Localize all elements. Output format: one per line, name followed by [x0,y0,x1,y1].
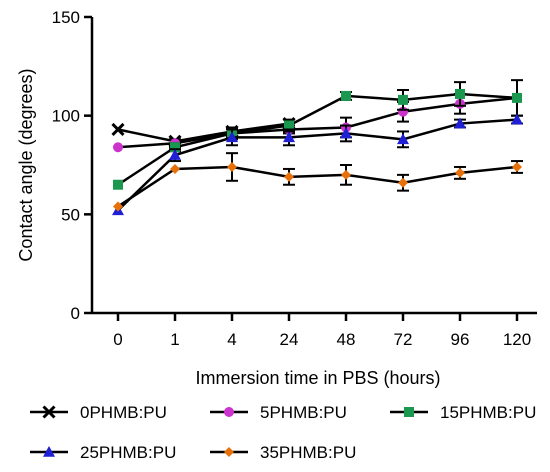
legend: 0PHMB:PU 5PHMB:PU 15PHMB:PU 25PHMB:PU 35PHMB… [30,403,536,462]
data-point [284,120,294,131]
legend-label: 35PHMB:PU [260,443,356,462]
axes [90,17,537,315]
data-point [512,161,522,172]
data-point [283,131,295,143]
x-axis-title: Immersion time in PBS (hours) [195,368,440,388]
data-point [284,171,294,182]
y-axis-title: Contact angle (degrees) [16,68,36,261]
data-point [454,117,466,129]
legend-marker [43,446,55,457]
x-tick-label: 96 [451,330,470,349]
legend-item: 0PHMB:PU [30,403,167,422]
series-line [117,122,290,143]
series-line [117,165,518,208]
data-point [455,88,465,99]
series-line [117,96,518,149]
series-line [117,118,518,212]
x-tick-label: 72 [394,330,413,349]
x-tick-label: 120 [503,330,531,349]
data-point [169,149,181,160]
data-point [170,142,180,153]
series-25phmb-pu [112,113,523,216]
legend-label: 15PHMB:PU [440,403,536,422]
data-point [341,90,351,101]
data-point [398,177,408,188]
data-point [113,179,123,190]
y-tick-label: 0 [71,304,80,323]
legend-item: 35PHMB:PU [210,443,356,462]
data-point [341,169,351,180]
legend-label: 5PHMB:PU [260,403,347,422]
y-tick-label: 50 [61,205,80,224]
data-point [227,161,237,172]
legend-marker [404,407,414,417]
x-tick-label: 4 [227,330,236,349]
legend-marker [224,447,234,457]
data-point [340,127,352,139]
series-35phmb-pu [113,152,523,212]
legend-marker [42,405,56,419]
legend-label: 25PHMB:PU [80,443,176,462]
data-point [512,92,522,103]
data-point [113,201,123,212]
data-point [455,167,465,178]
y-tick-label: 100 [52,107,80,126]
legend-item: 15PHMB:PU [390,403,536,422]
x-tick-label: 24 [280,330,299,349]
data-point [226,131,238,143]
data-point [111,122,125,137]
legend-marker [224,407,234,417]
legend-item: 5PHMB:PU [210,403,347,422]
data-point [511,113,523,125]
legend-label: 0PHMB:PU [80,403,167,422]
series-group [111,79,523,216]
data-point [113,142,123,153]
x-ticks: 0 1 4 24 48 72 96 120 [113,313,531,349]
series-0phmb-pu [111,116,296,148]
x-tick-label: 0 [113,330,122,349]
x-tick-label: 1 [170,330,179,349]
x-tick-label: 48 [337,330,356,349]
data-point [170,163,180,174]
y-tick-label: 150 [52,8,80,27]
y-ticks: 0 50 100 150 [52,8,92,323]
data-point [398,94,408,105]
series-line [117,92,518,186]
legend-item: 25PHMB:PU [30,443,176,462]
data-point [397,133,409,145]
